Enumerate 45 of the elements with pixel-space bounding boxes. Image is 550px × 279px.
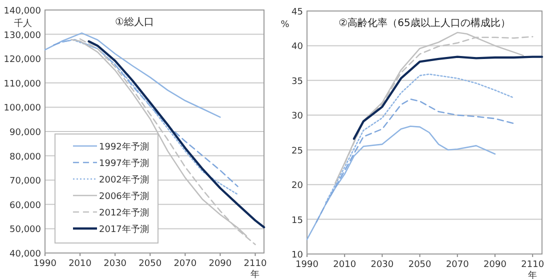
x-tick-label: 2090 — [484, 260, 507, 270]
y-tick-label: 40,000 — [10, 250, 42, 260]
legend-label: 2017年予測 — [99, 224, 149, 235]
x-tick-label: 2090 — [208, 259, 232, 269]
y-tick-label: 100,000 — [4, 104, 42, 114]
y-tick-label: 50,000 — [10, 225, 42, 236]
x-tick-label: 2110 — [521, 260, 544, 270]
x-axis-title: 年 — [528, 270, 538, 279]
y-tick-label: 90,000 — [10, 128, 42, 138]
text: ①総人口 — [115, 16, 154, 28]
y-tick-label: 130,000 — [4, 30, 42, 41]
y-tick-label: 120,000 — [4, 55, 42, 66]
y-tick-label: 60,000 — [10, 200, 42, 211]
y-tick-label: 35 — [292, 76, 303, 87]
y-tick-label: 20 — [292, 181, 304, 192]
y-tick-label: 10 — [292, 250, 304, 260]
y-tick-label: 40 — [292, 42, 304, 52]
legend-label: 1997年予測 — [99, 158, 149, 169]
legend-label: 2006年予測 — [99, 191, 149, 202]
y-axis-title: % — [280, 20, 290, 30]
x-tick-label: 1990 — [34, 259, 57, 269]
y-axis-title: 千人 — [14, 18, 32, 29]
x-tick-label: 2010 — [68, 259, 92, 269]
x-tick-label: 2050 — [408, 260, 432, 270]
x-tick-label: 2030 — [370, 260, 394, 270]
y-tick-label: 25 — [292, 146, 303, 156]
y-tick-label: 15 — [292, 216, 303, 226]
y-tick-label: 30 — [292, 112, 304, 122]
x-tick-label: 2010 — [333, 260, 356, 270]
x-tick-label: 2070 — [174, 259, 197, 269]
text: ②高齢化率（65歳以上人口の構成比） — [338, 17, 510, 29]
x-axis-title: 年 — [250, 269, 260, 279]
y-tick-label: 70,000 — [10, 176, 42, 187]
legend-label: 2012年予測 — [99, 208, 149, 218]
legend-label: 2002年予測 — [99, 174, 149, 186]
y-tick-label: 110,000 — [4, 79, 42, 90]
y-tick-label: 45 — [292, 8, 303, 18]
x-tick-label: 2070 — [446, 260, 470, 270]
x-tick-label: 1990 — [296, 260, 319, 270]
x-tick-label: 2110 — [244, 259, 267, 269]
legend-label: 1992年予測 — [99, 142, 149, 152]
x-tick-label: 2050 — [138, 259, 162, 269]
y-tick-label: 80,000 — [10, 152, 42, 162]
y-tick-label: 140,000 — [4, 6, 42, 16]
x-tick-label: 2030 — [104, 259, 127, 269]
